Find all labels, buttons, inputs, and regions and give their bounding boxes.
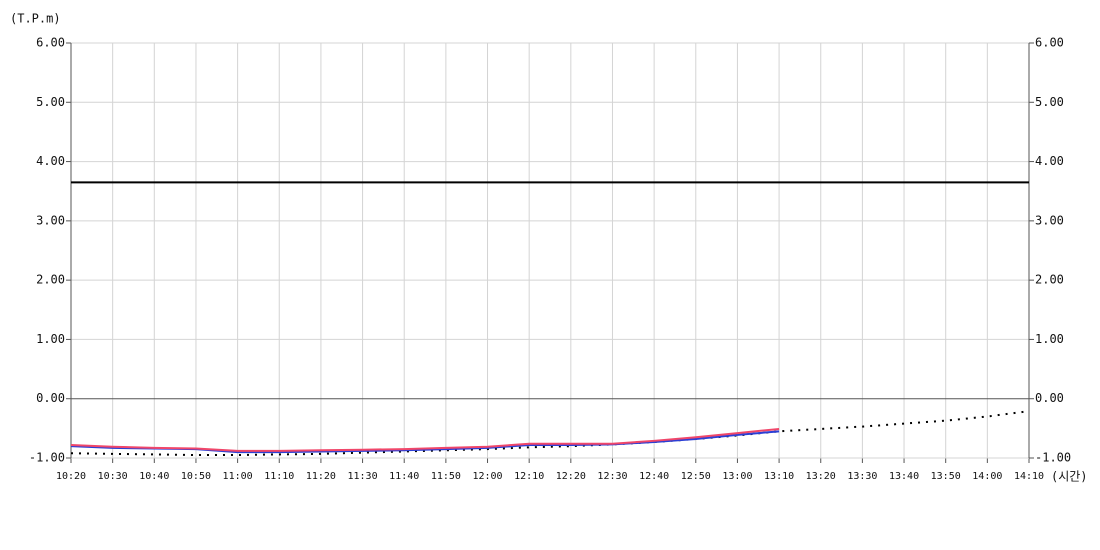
- y-tick-label: 3.00: [36, 213, 65, 227]
- x-tick-label: 11:20: [306, 471, 336, 482]
- x-tick-label: 11:10: [264, 471, 294, 482]
- x-tick-label: 12:10: [514, 471, 544, 482]
- x-tick-label: 10:50: [181, 471, 211, 482]
- x-tick-label: 14:10: [1014, 471, 1044, 482]
- y-tick-label: 1.00: [36, 332, 65, 346]
- x-tick-label: 11:30: [348, 471, 378, 482]
- x-tick-label: 11:00: [223, 471, 253, 482]
- y-tick-label: 2.00: [36, 273, 65, 287]
- x-tick-label: 10:40: [139, 471, 169, 482]
- x-tick-label: 11:50: [431, 471, 461, 482]
- series-line: [70, 410, 1030, 457]
- x-tick-label: 13:30: [847, 471, 877, 482]
- x-tick-label: 12:20: [556, 471, 586, 482]
- y-tick-label: -1.00: [29, 451, 65, 465]
- x-tick-label: 12:40: [639, 471, 669, 482]
- y-tick-label: 0.00: [36, 391, 65, 405]
- y-tick-label: 4.00: [36, 154, 65, 168]
- x-tick-label: 13:10: [764, 471, 794, 482]
- x-tick-label: 11:40: [389, 471, 419, 482]
- y2-tick-label: 0.00: [1035, 391, 1064, 405]
- y2-tick-label: -1.00: [1035, 451, 1071, 465]
- y2-tick-label: 2.00: [1035, 273, 1064, 287]
- x-tick-label: 10:30: [98, 471, 128, 482]
- y2-tick-label: 5.00: [1035, 95, 1064, 109]
- y2-tick-label: 6.00: [1035, 36, 1064, 50]
- x-tick-label: 10:20: [56, 471, 86, 482]
- y-tick-label: 5.00: [36, 95, 65, 109]
- x-tick-label: 13:40: [889, 471, 919, 482]
- x-tick-label: 13:00: [722, 471, 752, 482]
- series-line: [70, 427, 780, 452]
- y-tick-label: 6.00: [36, 36, 65, 50]
- x-tick-label: 13:50: [931, 471, 961, 482]
- x-tick-label: 12:50: [681, 471, 711, 482]
- y-axis-label: (T.P.m): [10, 12, 61, 26]
- x-tick-label: 14:00: [972, 471, 1002, 482]
- y2-tick-label: 3.00: [1035, 213, 1064, 227]
- x-tick-label: 12:00: [472, 471, 502, 482]
- x-tick-label: 12:30: [597, 471, 627, 482]
- x-tick-label: 13:20: [806, 471, 836, 482]
- y2-tick-label: 1.00: [1035, 332, 1064, 346]
- x-axis-label: (시간): [1051, 470, 1088, 484]
- y2-tick-label: 4.00: [1035, 154, 1064, 168]
